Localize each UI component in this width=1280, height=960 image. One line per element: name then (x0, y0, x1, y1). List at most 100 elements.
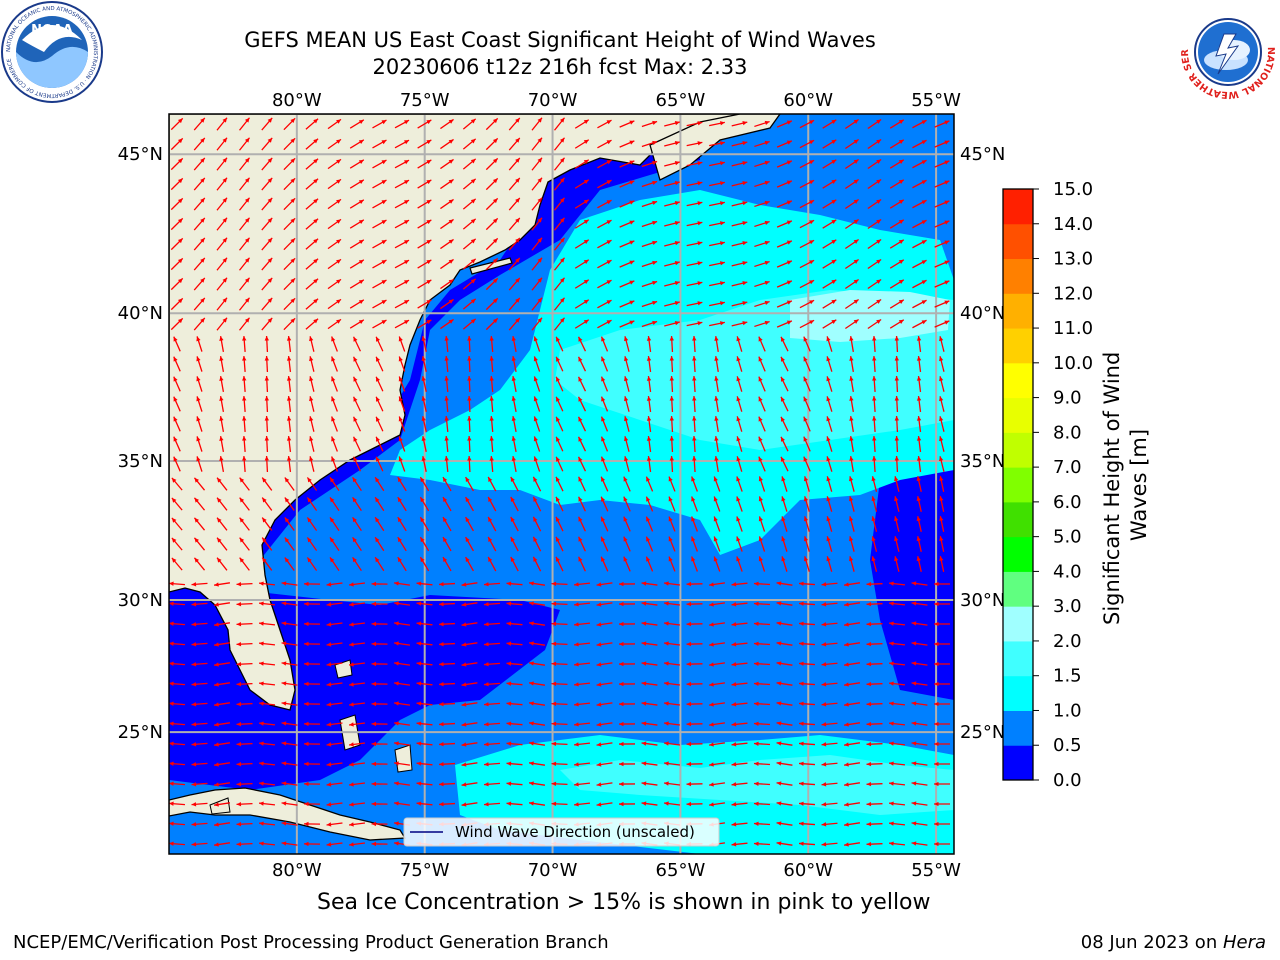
wave-direction-arrow (866, 681, 883, 687)
wave-direction-arrow (798, 701, 816, 706)
wave-direction-arrow (213, 702, 231, 707)
wave-direction-arrow (578, 476, 586, 492)
wave-direction-arrow (753, 801, 771, 806)
wave-direction-arrow (371, 781, 388, 787)
wave-direction-arrow (442, 496, 452, 512)
wave-direction-arrow (803, 416, 811, 432)
wave-direction-arrow (467, 435, 472, 453)
wave-direction-arrow (440, 158, 454, 170)
wave-direction-arrow (417, 299, 432, 309)
wave-direction-arrow (193, 137, 206, 151)
wave-direction-arrow (934, 180, 950, 188)
wave-direction-arrow (754, 240, 770, 248)
wave-direction-arrow (686, 141, 703, 147)
wave-direction-arrow (821, 842, 838, 847)
wave-direction-arrow (798, 841, 816, 846)
wave-direction-arrow (326, 782, 343, 787)
wave-direction-arrow (686, 261, 703, 267)
wave-direction-arrow (866, 761, 883, 767)
wave-direction-arrow (753, 661, 771, 666)
wave-direction-arrow (916, 395, 922, 413)
wave-direction-arrow (528, 761, 546, 766)
wave-direction-arrow (193, 497, 206, 511)
wave-direction-arrow (664, 201, 680, 207)
wave-direction-arrow (618, 581, 636, 587)
wave-direction-arrow (264, 355, 269, 373)
wave-direction-arrow (894, 395, 899, 413)
wave-direction-arrow (888, 701, 906, 706)
wave-direction-arrow (596, 702, 613, 707)
wave-direction-arrow (506, 721, 523, 726)
wave-direction-arrow (397, 536, 407, 552)
wave-direction-arrow (578, 536, 586, 552)
wave-direction-arrow (731, 582, 748, 587)
wave-direction-arrow (933, 641, 951, 647)
wave-direction-arrow (238, 277, 251, 291)
wave-direction-arrow (843, 662, 861, 667)
wave-direction-arrow (440, 178, 454, 190)
wave-direction-arrow (912, 199, 927, 209)
wave-direction-arrow (461, 582, 478, 587)
wave-direction-arrow (331, 416, 338, 432)
wave-direction-arrow (372, 219, 387, 229)
wave-direction-arrow (551, 641, 568, 647)
colorbar-tick-label: 10.0 (1053, 353, 1093, 374)
wave-direction-arrow (213, 642, 231, 647)
wave-direction-arrow (686, 781, 703, 787)
wave-direction-arrow (731, 762, 748, 767)
wave-direction-arrow (866, 781, 883, 787)
wave-direction-arrow (306, 497, 318, 511)
lat-label-left: 40°N (118, 303, 163, 324)
wave-direction-arrow (393, 621, 411, 626)
wave-direction-arrow (663, 681, 681, 686)
wave-direction-arrow (397, 516, 407, 532)
wave-direction-arrow (398, 456, 406, 472)
wave-direction-arrow (939, 396, 945, 412)
wave-direction-arrow (872, 335, 877, 353)
wave-direction-arrow (894, 516, 900, 532)
wave-direction-arrow (305, 318, 319, 330)
wave-direction-arrow (508, 317, 521, 331)
wave-direction-arrow (442, 516, 452, 532)
wave-direction-arrow (933, 701, 951, 707)
wave-direction-arrow (866, 601, 883, 607)
wave-direction-arrow (417, 239, 432, 249)
wave-direction-arrow (780, 436, 789, 452)
wave-direction-arrow (465, 556, 474, 572)
wave-direction-arrow (597, 159, 612, 169)
wave-direction-arrow (596, 582, 613, 587)
wave-direction-arrow (691, 496, 698, 512)
wave-direction-arrow (776, 801, 793, 806)
wave-direction-arrow (327, 218, 342, 230)
wave-direction-arrow (754, 280, 770, 288)
wave-direction-arrow (375, 396, 384, 412)
wave-direction-arrow (731, 321, 748, 327)
wave-direction-arrow (619, 220, 635, 228)
wave-direction-arrow (573, 682, 591, 687)
wave-direction-arrow (709, 201, 725, 207)
wave-direction-arrow (911, 681, 928, 686)
wave-direction-arrow (485, 217, 499, 231)
wave-direction-arrow (528, 621, 546, 626)
wave-direction-arrow (283, 237, 296, 251)
map-legend: Wind Wave Direction (unscaled) (403, 817, 720, 847)
wave-direction-arrow (193, 277, 206, 291)
wave-direction-arrow (242, 455, 247, 473)
wave-direction-arrow (191, 742, 208, 747)
wave-direction-arrow (216, 557, 228, 571)
wave-direction-arrow (531, 297, 543, 311)
wave-direction-arrow (467, 455, 472, 473)
wave-direction-arrow (849, 376, 854, 392)
wave-direction-arrow (933, 601, 951, 607)
wave-direction-arrow (213, 762, 231, 767)
wave-direction-arrow (438, 782, 456, 787)
wave-direction-arrow (866, 581, 883, 587)
wave-direction-arrow (331, 356, 338, 372)
colorbar-swatch (1003, 536, 1033, 572)
wave-direction-arrow (531, 157, 543, 171)
wave-direction-arrow (309, 396, 315, 412)
wave-direction-arrow (440, 298, 454, 310)
wave-direction-arrow (758, 336, 766, 352)
wave-direction-arrow (352, 496, 362, 512)
wave-direction-arrow (510, 476, 519, 492)
